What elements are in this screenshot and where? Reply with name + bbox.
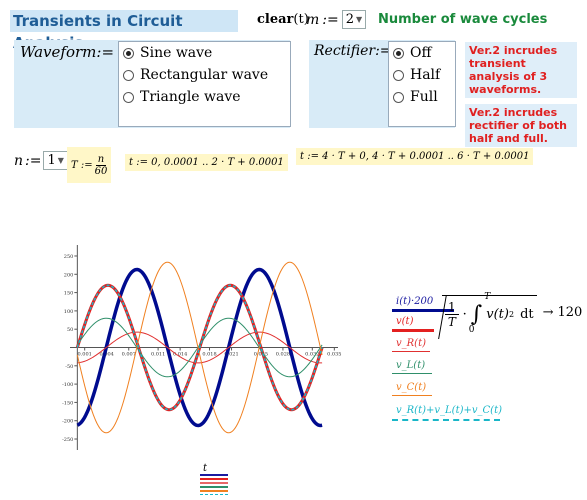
period-definition: T := n 60	[67, 147, 112, 183]
integral-icon: ∫ T 0	[468, 292, 491, 335]
legend-swatch	[200, 482, 228, 484]
rectifier-option-full[interactable]: Full	[389, 86, 455, 108]
legend-line-vsum	[392, 419, 500, 421]
radio-icon[interactable]	[123, 69, 134, 81]
y-tick-label: -150	[62, 400, 73, 406]
m-label: m	[306, 11, 320, 28]
page-title: Transients in Circuit Analysis	[10, 10, 238, 52]
y-tick-label: 200	[64, 272, 74, 278]
waveform-option-sine[interactable]: Sine wave	[119, 42, 290, 64]
rectifier-radio-group: Off Half Full	[388, 41, 456, 127]
waveform-option-rectangular[interactable]: Rectangular wave	[119, 64, 290, 86]
time-range-1: t := 0, 0.0001 .. 2 · T + 0.0001	[125, 154, 288, 171]
legend-swatch	[200, 474, 228, 476]
clear-arg: (t)	[293, 12, 309, 27]
legend-label-vsum: v_R(t)+v_L(t)+v_C(t)	[396, 405, 502, 416]
legend-line-current	[392, 309, 454, 312]
y-tick-label: 100	[64, 309, 74, 315]
n-assign: :=	[25, 152, 42, 169]
m-assign: :=	[322, 11, 339, 28]
x-tick-label: 0.021	[224, 352, 238, 358]
version-notes: Ver.2 incrudes transient analysis of 3 w…	[465, 42, 577, 153]
clear-function: clear(t)	[257, 12, 309, 27]
x-tick-label: 0.011	[151, 352, 165, 358]
arrow-icon: →	[542, 304, 554, 320]
series-line-0	[76, 267, 323, 428]
radio-icon[interactable]	[123, 91, 134, 103]
radio-selected-icon[interactable]	[123, 47, 134, 59]
x-tick-label: 0.035	[327, 352, 341, 358]
rms-result: 120	[557, 304, 583, 320]
x-tick-label: 0.018	[202, 352, 216, 358]
x-tick-label: 0.025	[254, 352, 268, 358]
time-range-2: t := 4 · T + 0, 4 · T + 0.0001 .. 6 · T …	[296, 148, 534, 165]
period-fraction: n 60	[94, 153, 108, 177]
n-value: 1	[47, 153, 56, 168]
x-tick-label: 0.014	[173, 352, 187, 358]
x-tick-label: 0.007	[122, 352, 136, 358]
y-tick-label: 250	[64, 254, 74, 260]
y-tick-label: -200	[62, 419, 73, 425]
waveform-option-triangle[interactable]: Triangle wave	[119, 86, 290, 108]
legend-line-vr	[392, 351, 430, 352]
rectifier-label: Rectifier:=	[314, 43, 392, 59]
n-definition: n := 1 ▼	[14, 151, 68, 170]
x-tick-label: 0.004	[100, 352, 114, 358]
series-line-3	[76, 317, 323, 378]
integrand: v(t)	[486, 307, 509, 322]
clear-keyword: clear	[257, 12, 294, 27]
n-select[interactable]: 1 ▼	[43, 151, 68, 170]
series-line-5	[76, 284, 323, 411]
m-select[interactable]: 2 ▼	[341, 10, 367, 29]
wave-cycles-label: Number of wave cycles	[378, 12, 548, 27]
y-tick-label: -100	[62, 382, 73, 388]
m-value: 2	[345, 12, 355, 27]
chevron-down-icon: ▼	[57, 156, 64, 165]
n-label: n	[14, 152, 24, 169]
waveform-label: Waveform:=	[20, 43, 115, 61]
legend-swatch	[200, 486, 228, 488]
waveform-radio-group: Sine wave Rectangular wave Triangle wave	[118, 41, 291, 127]
legend-label-current: i(t)·200	[396, 296, 434, 307]
m-definition: m := 2 ▼	[306, 10, 367, 29]
legend-swatch	[200, 490, 228, 492]
legend-swatch	[200, 494, 228, 497]
series-line-2	[77, 331, 323, 364]
rectifier-option-off[interactable]: Off	[389, 42, 455, 64]
y-tick-label: -50	[65, 364, 73, 370]
legend-line-v	[392, 329, 434, 332]
version-note-1: Ver.2 incrudes transient analysis of 3 w…	[465, 42, 577, 98]
series-line-4	[76, 261, 323, 434]
legend-label-vc: v_C(t)	[396, 382, 427, 393]
legend-label-v: v(t)	[396, 316, 414, 327]
radio-icon[interactable]	[393, 69, 404, 81]
chevron-down-icon: ▼	[356, 15, 363, 24]
empty-plot-axis-label: t	[203, 463, 208, 474]
legend-label-vl: v_L(t)	[396, 360, 426, 371]
x-tick-label: 0.032	[305, 352, 319, 358]
version-note-2: Ver.2 incrudes rectifier of both half an…	[465, 104, 577, 147]
legend-label-vr: v_R(t)	[396, 338, 426, 349]
rectifier-option-half[interactable]: Half	[389, 64, 455, 86]
y-tick-label: 150	[64, 291, 74, 297]
x-tick-label: 0.001	[78, 352, 92, 358]
legend-line-vc	[392, 395, 432, 396]
legend-line-vl	[392, 373, 432, 374]
waveform-plot: 250 200 150 100 50 -50 -100 -150 -200 -250 0.001 0.…	[62, 245, 341, 450]
y-tick-label: -250	[62, 437, 73, 443]
x-tick-label: 0.028	[276, 352, 290, 358]
empty-plot-legend	[200, 474, 228, 499]
y-tick-label: 50	[67, 327, 73, 333]
legend-swatch	[200, 478, 228, 480]
radio-selected-icon[interactable]	[393, 47, 404, 59]
radio-icon[interactable]	[393, 91, 404, 103]
